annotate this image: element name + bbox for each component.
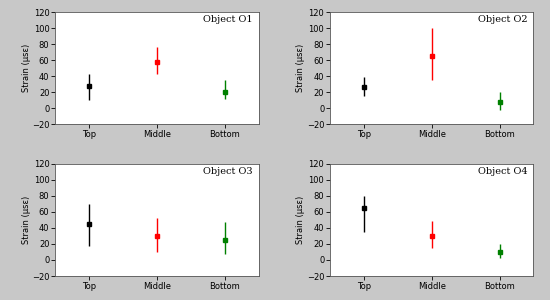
Y-axis label: Strain (μsε): Strain (μsε) bbox=[21, 44, 31, 92]
Y-axis label: Strain (μsε): Strain (μsε) bbox=[21, 196, 31, 244]
Text: Object O3: Object O3 bbox=[203, 167, 252, 176]
Text: Object O1: Object O1 bbox=[203, 15, 252, 24]
Text: Object O2: Object O2 bbox=[478, 15, 527, 24]
Y-axis label: Strain (μsε): Strain (μsε) bbox=[296, 196, 305, 244]
Y-axis label: Strain (μsε): Strain (μsε) bbox=[296, 44, 305, 92]
Text: Object O4: Object O4 bbox=[478, 167, 527, 176]
